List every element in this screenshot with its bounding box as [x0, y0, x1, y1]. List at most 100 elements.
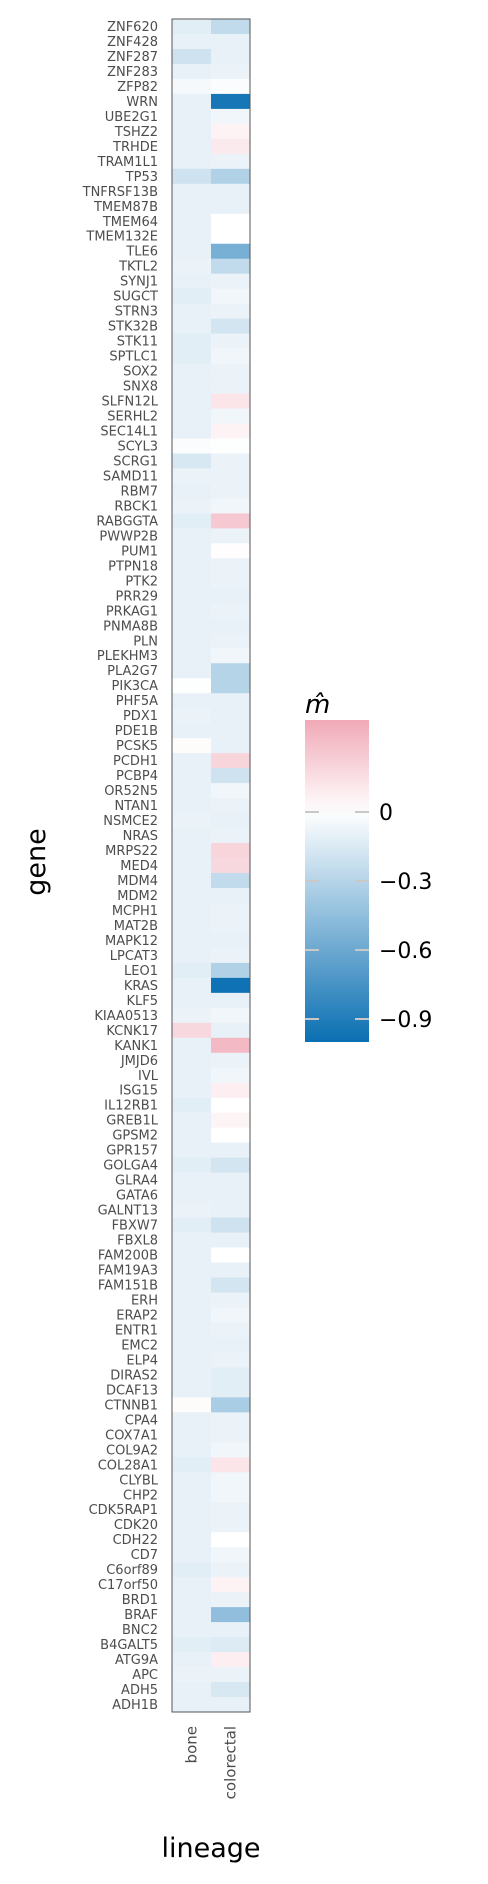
heatmap-cell [211, 1562, 251, 1578]
heatmap-cell [172, 333, 212, 349]
row-label: ADH1B [112, 1698, 158, 1713]
heatmap-cell [172, 168, 212, 185]
row-label: GOLGA4 [103, 1159, 158, 1174]
heatmap-cell [211, 1502, 251, 1518]
heatmap-cell [172, 153, 212, 170]
colorbar-legend: m̂ 0 −0.3 −0.6 −0.9 [305, 690, 432, 1042]
row-label: COX7A1 [105, 1428, 158, 1443]
row-label: JMJD6 [120, 1054, 158, 1069]
heatmap-cell [172, 1262, 212, 1278]
heatmap-cell [211, 1112, 251, 1128]
heatmap-cells [172, 19, 251, 1713]
heatmap-cell [172, 483, 212, 499]
row-label: GREB1L [106, 1114, 159, 1129]
heatmap-cell [211, 183, 251, 200]
heatmap-cell [172, 1172, 212, 1188]
heatmap-cell [172, 1187, 212, 1203]
heatmap-cell [172, 423, 212, 439]
heatmap-cell [211, 947, 251, 964]
heatmap-cell [172, 843, 212, 859]
row-label: MDM2 [117, 889, 158, 904]
heatmap-cell [211, 123, 251, 140]
heatmap-cell [172, 1037, 212, 1054]
row-label: ERAP2 [116, 1308, 158, 1323]
heatmap-cell [172, 633, 212, 649]
heatmap-cell [172, 303, 212, 319]
row-label: NSMCE2 [103, 814, 158, 829]
heatmap-cell [172, 1232, 212, 1248]
heatmap-cell [211, 468, 251, 484]
heatmap-cell [211, 768, 251, 784]
heatmap-cell [211, 828, 251, 844]
heatmap-cell [211, 348, 251, 364]
heatmap-cell [211, 1127, 251, 1143]
row-label: PNMA8B [103, 619, 158, 634]
heatmap-cell [172, 1622, 212, 1638]
heatmap-cell [172, 1022, 212, 1039]
heatmap-cell [211, 453, 251, 469]
heatmap-cell [211, 19, 251, 35]
heatmap-cell [211, 1532, 251, 1548]
row-label: GALNT13 [98, 1204, 158, 1219]
heatmap-cell [172, 273, 212, 289]
heatmap-cell [211, 513, 251, 529]
heatmap-cell [172, 213, 212, 230]
heatmap-cell [172, 19, 212, 35]
heatmap-cell [172, 902, 212, 919]
heatmap-cell [211, 333, 251, 349]
heatmap-cell [172, 1352, 212, 1368]
heatmap-cell [172, 1637, 212, 1653]
row-label: PTK2 [125, 574, 158, 589]
row-labels: ZNF620ZNF428ZNF287ZNF283ZFP82WRNUBE2G1TS… [82, 20, 159, 1713]
heatmap-cell [211, 1202, 251, 1218]
row-label: CD7 [131, 1548, 158, 1563]
heatmap-cell [172, 1142, 212, 1158]
row-label: LEO1 [124, 964, 158, 979]
heatmap-cell [211, 693, 251, 709]
row-label: IL12RB1 [104, 1099, 158, 1114]
row-label: TLE6 [125, 245, 158, 260]
heatmap-cell [172, 1472, 212, 1488]
heatmap-cell [211, 318, 251, 334]
heatmap-cell [172, 1427, 212, 1443]
heatmap-cell [211, 1037, 251, 1054]
row-label: MAT2B [114, 919, 158, 934]
heatmap-cell [172, 1577, 212, 1593]
row-label: SNX8 [123, 380, 158, 395]
panel-border [171, 18, 251, 1713]
heatmap-cell [172, 573, 212, 589]
row-label: KIAA0513 [94, 1009, 158, 1024]
heatmap-cell [211, 902, 251, 919]
row-label: COL28A1 [98, 1458, 158, 1473]
row-label: BRAF [124, 1608, 158, 1623]
row-label: IVL [138, 1069, 159, 1084]
heatmap-cell [211, 1307, 251, 1323]
heatmap-cell [211, 1457, 251, 1473]
row-label: PWWP2B [99, 529, 158, 544]
x-axis-title: lineage [161, 1833, 260, 1864]
heatmap-cell [172, 1592, 212, 1608]
heatmap-cell [172, 977, 212, 994]
heatmap-cell [172, 393, 212, 409]
heatmap-cell [172, 1667, 212, 1683]
row-label: FAM151B [98, 1279, 158, 1294]
row-label: SUGCT [113, 290, 158, 305]
heatmap-cell [211, 1472, 251, 1488]
heatmap-cell [172, 1217, 212, 1233]
heatmap-cell [172, 932, 212, 949]
heatmap-cell [211, 887, 251, 904]
heatmap-cell [211, 813, 251, 829]
heatmap-cell [172, 558, 212, 574]
row-label: CDK20 [114, 1518, 158, 1533]
row-label: ELP4 [126, 1353, 158, 1368]
heatmap-cell [211, 63, 251, 80]
row-label: RBCK1 [114, 499, 158, 514]
heatmap-cell [172, 618, 212, 634]
row-label: PDE1B [115, 724, 158, 739]
row-label: KLF5 [126, 994, 158, 1009]
heatmap-cell [211, 33, 251, 50]
heatmap-cell [211, 423, 251, 439]
row-label: CPA4 [125, 1413, 158, 1428]
heatmap-cell [211, 738, 251, 754]
heatmap-cell [211, 1592, 251, 1608]
